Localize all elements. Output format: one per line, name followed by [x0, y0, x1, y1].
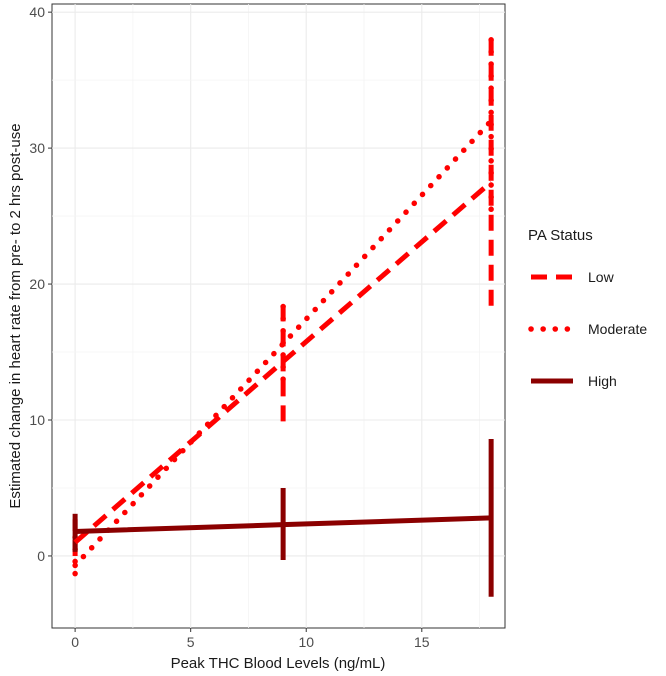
series-lines [72, 118, 494, 569]
y-tick-label: 30 [29, 140, 45, 156]
legend-label-low: Low [588, 269, 615, 285]
series-line-high [75, 515, 492, 534]
legend-label-moderate: Moderate [588, 321, 647, 337]
legend-label-high: High [588, 373, 617, 389]
y-tick-label: 20 [29, 276, 45, 292]
y-tick-label: 0 [37, 548, 45, 564]
x-tick-label: 5 [187, 634, 195, 650]
x-axis-title: Peak THC Blood Levels (ng/mL) [171, 655, 386, 672]
y-tick-label: 10 [29, 412, 45, 428]
series-line-low [73, 180, 493, 545]
legend: PA Status Low Moderate High [528, 227, 647, 389]
legend-title: PA Status [528, 227, 593, 244]
x-axis-ticks: 0 5 10 15 [71, 628, 430, 650]
x-tick-label: 15 [414, 634, 430, 650]
plot-panel [51, 3, 506, 629]
y-tick-label: 40 [29, 4, 45, 20]
y-axis-ticks: 0 10 20 30 40 [29, 4, 52, 564]
x-tick-label: 10 [298, 634, 314, 650]
series-line-moderate [72, 118, 494, 569]
y-axis-title: Estimated change in heart rate from pre-… [7, 123, 24, 508]
x-tick-label: 0 [71, 634, 79, 650]
